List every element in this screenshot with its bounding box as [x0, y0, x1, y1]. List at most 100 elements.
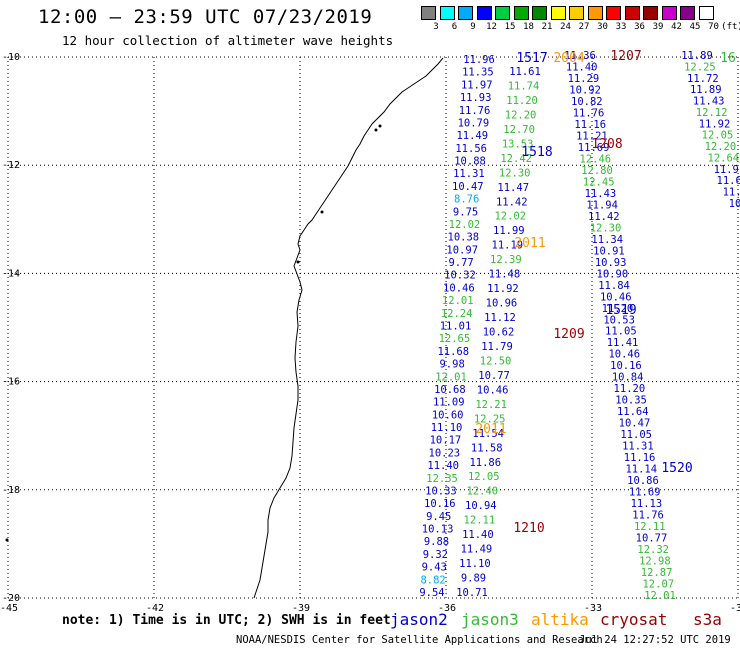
island-dot	[374, 128, 378, 132]
swh-value: 11.61	[509, 66, 541, 78]
swh-value: 11.43	[693, 96, 725, 108]
swh-value: 11.86	[469, 457, 501, 469]
swh-value: 10.33	[425, 485, 457, 497]
longitude-label: -45	[0, 603, 18, 614]
swh-value: 11.74	[508, 80, 540, 92]
latitude-label: -20	[2, 593, 20, 604]
swh-value: 10.93	[595, 257, 627, 269]
swh-value: 11.79	[481, 341, 513, 353]
legend-label: 39	[652, 22, 664, 32]
swh-value: 11.12	[484, 312, 516, 324]
pass-label: 16	[720, 51, 736, 66]
swh-value: 12.12	[696, 107, 728, 119]
swh-value: 9.54	[419, 587, 444, 599]
swh-value: 10.91	[593, 245, 625, 257]
swh-value: 11.89	[690, 84, 722, 96]
swh-value: 12.65	[439, 333, 471, 345]
swh-value: 12.05	[468, 471, 500, 483]
swh-value: 11.54	[472, 428, 504, 440]
swh-value: 10.23	[429, 447, 461, 459]
swh-value: 11.49	[461, 544, 493, 556]
swh-value: 11.16	[624, 452, 656, 464]
legend-label: 3	[433, 22, 439, 32]
legend-swatch	[550, 6, 566, 20]
swh-value: 10.68	[434, 384, 466, 396]
swh-value: 11.19	[492, 240, 524, 252]
swh-value: 11.05	[605, 326, 637, 338]
swh-value: 9.45	[426, 511, 451, 523]
legend-label: 21	[541, 22, 553, 32]
swh-value: 9.88	[424, 536, 449, 548]
latitude-label: -16	[2, 377, 20, 388]
legend-jason3: jason3	[461, 610, 519, 629]
swh-value: 12.02	[449, 219, 481, 231]
swh-value: 11.16	[574, 119, 606, 131]
swh-value: 12.98	[639, 556, 671, 568]
swh-value: 10.46	[608, 349, 640, 361]
swh-value: 12.40	[467, 486, 499, 498]
track-values: 11.9611.3511.9711.9311.7610.7911.4911.56…	[419, 50, 740, 602]
swh-value: 11.05	[620, 429, 652, 441]
swh-value: 12.21	[475, 399, 507, 411]
legend-altika: altika	[531, 610, 589, 629]
note-text: note: 1) Time is in UTC; 2) SWH is in fe…	[62, 613, 391, 628]
swh-value: 12.87	[641, 567, 673, 579]
swh-value: 11.99	[493, 225, 525, 237]
swh-value: 11.9	[714, 164, 739, 176]
swh-value: 11.01	[440, 321, 472, 333]
swh-value: 11.58	[471, 442, 503, 454]
legend-swatch	[698, 6, 714, 20]
swh-value: 11.84	[598, 280, 630, 292]
swh-value: 9.43	[422, 562, 447, 574]
legend-label: 33	[615, 22, 627, 32]
swh-value: 11.34	[591, 234, 623, 246]
swh-value: 10.88	[454, 156, 486, 168]
pass-labels: 1517 2004 1207 16 1208 1518 2011 1519 1209 2011 15…	[475, 49, 735, 536]
swh-value: 12.35	[426, 473, 458, 485]
legend-swatch	[587, 6, 603, 20]
swh-value: 11.31	[453, 168, 485, 180]
swh-value: 10.94	[465, 500, 497, 512]
swh-value: 9.32	[423, 549, 448, 561]
latitude-label: -12	[2, 160, 20, 171]
latitude-label: -18	[2, 485, 20, 496]
longitude-labels: -45 -42 -39 -36 -33 -30	[0, 603, 740, 614]
swh-value: 11.40	[566, 61, 598, 73]
swh-value: 11.92	[487, 283, 519, 295]
swh-value: 12.20	[505, 109, 537, 121]
swh-value: 11.	[723, 187, 740, 199]
swh-value: 12.50	[480, 355, 512, 367]
swh-value: 12.11	[634, 521, 666, 533]
legend-label: 45	[689, 22, 701, 32]
swh-value: 10.46	[477, 384, 509, 396]
legend-swatch	[458, 6, 473, 20]
swh-value: 11.47	[497, 182, 529, 194]
swh-value: 11.94	[586, 199, 618, 211]
pass-label: 1209	[553, 327, 584, 342]
swh-value: 10.79	[458, 117, 490, 129]
pass-label: 1520	[661, 461, 692, 476]
legend-swatch	[606, 6, 621, 20]
swh-value: 10.82	[571, 96, 603, 108]
swh-value: 10.77	[478, 370, 510, 382]
longitude-label: -30	[730, 603, 740, 614]
swh-value: 12.07	[642, 579, 674, 591]
pass-label: 1210	[513, 521, 544, 536]
swh-value: 10.84	[612, 372, 644, 384]
swh-value: 11.49	[456, 130, 488, 142]
legend-swatch	[569, 6, 584, 20]
swh-value: 12.45	[583, 176, 615, 188]
swh-value: 12.24	[441, 308, 473, 320]
swh-value: 12.32	[637, 544, 669, 556]
pass-label: 1518	[521, 145, 552, 160]
swh-value: 9.75	[453, 206, 478, 218]
legend-label: 30	[597, 22, 608, 32]
legend-swatch	[643, 6, 658, 20]
legend-label: 36	[634, 22, 645, 32]
swh-value: 12.01	[442, 295, 474, 307]
swh-value: 10.77	[636, 533, 668, 545]
pass-label: 1207	[610, 49, 641, 64]
swh-value: 10.62	[483, 327, 515, 339]
island-dot	[320, 210, 324, 214]
